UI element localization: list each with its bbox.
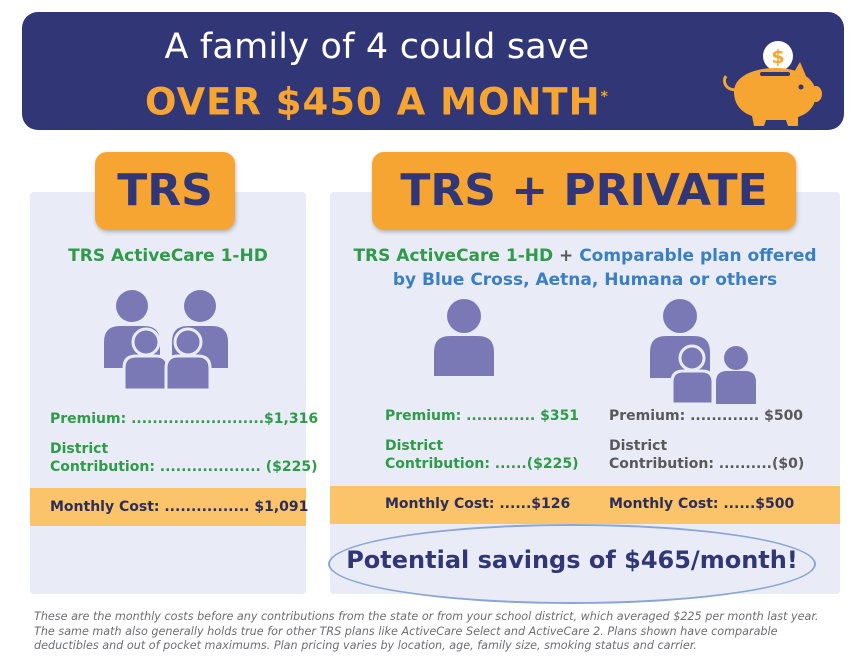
headline-banner: A family of 4 could save OVER $450 A MON… [22,12,844,130]
private-left-premium: Premium: ............. $351 [385,408,580,424]
trs-district-contribution: Contribution: ................... ($225) [50,459,318,475]
private-left-district-label: District [385,438,444,454]
private-plan-carriers: by Blue Cross, Aetna, Humana or others [392,270,778,290]
private-left-monthly-cost: Monthly Cost: ......$126 [385,496,571,512]
headline-savings-text: OVER $450 A MONTH [145,80,601,124]
private-right-premium: Premium: ............. $500 [609,408,804,424]
headline-asterisk: * [600,89,609,105]
trs-monthly-cost-bar [30,488,306,526]
trs-badge: TRS [95,152,235,230]
trs-plan-title: TRS ActiveCare 1-HD [68,246,268,266]
adult-and-child-icon [650,299,756,404]
trs-private-badge: TRS + PRIVATE [372,152,796,230]
trs-monthly-cost: Monthly Cost: ................ $1,091 [50,499,309,515]
trs-panel [30,192,306,594]
piggy-bank-icon: $ [722,41,822,126]
trs-district-label: District [50,441,109,457]
private-right-district-label: District [609,438,668,454]
trs-premium: Premium: .........................$1,316 [50,411,319,427]
private-monthly-cost-bar [330,486,840,524]
savings-callout-ellipse [328,524,816,604]
private-left-district-contribution: Contribution: ......($225) [385,456,579,472]
headline-line-1: A family of 4 could save [164,27,590,67]
single-adult-icon [434,299,494,376]
private-plan-plus: + [553,246,580,266]
private-plan-trs-part: TRS ActiveCare 1-HD [353,246,554,266]
family-of-four-icon [104,290,228,392]
footnote: These are the monthly costs before any c… [34,610,819,652]
headline-line-2: OVER $450 A MONTH* [22,75,732,124]
private-plan-comparable-part: Comparable plan offered [579,246,817,266]
private-right-monthly-cost: Monthly Cost: ......$500 [609,496,795,512]
private-right-district-contribution: Contribution: ..........($0) [609,456,805,472]
private-plan-title: TRS ActiveCare 1-HD + Comparable plan of… [330,244,840,268]
coin-dollar-sign: $ [771,46,784,68]
potential-savings: Potential savings of $465/month! [346,546,798,574]
